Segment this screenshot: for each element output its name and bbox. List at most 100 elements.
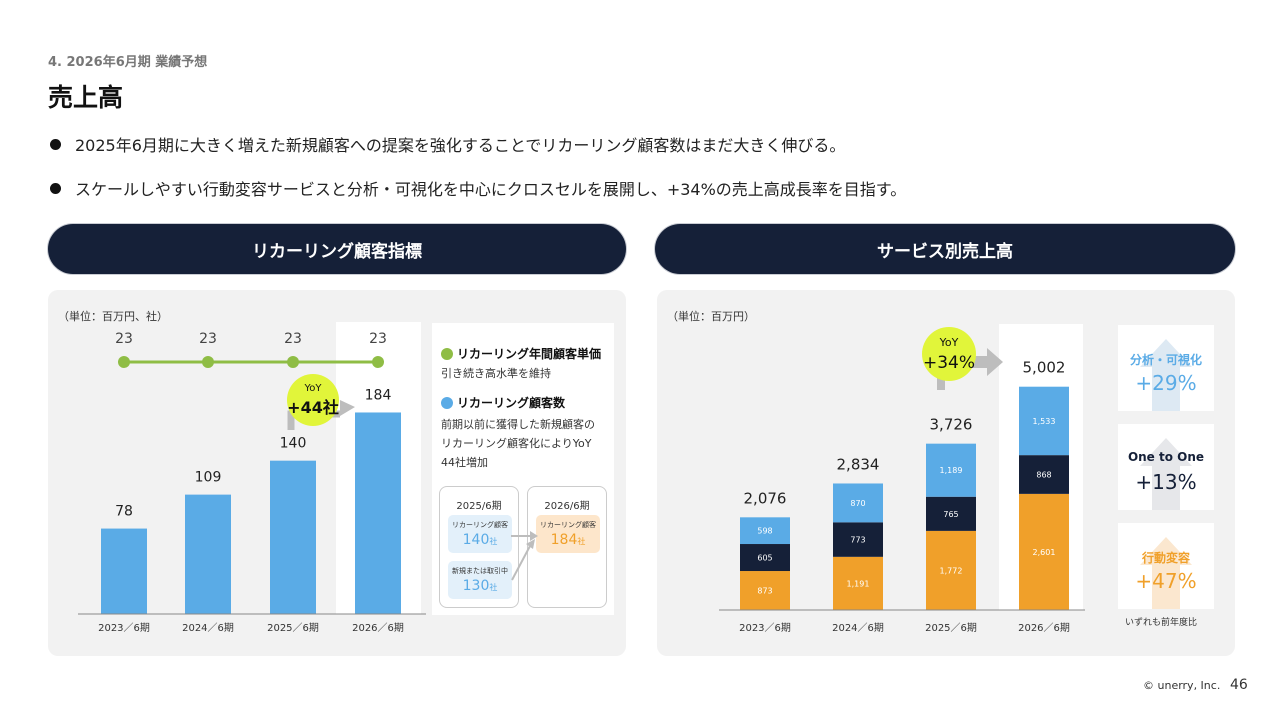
customer-count-bar [270, 460, 316, 614]
total-value-label: 5,002 [1023, 359, 1066, 377]
x-tick-label: 2024／6期 [832, 622, 884, 634]
legend-price-text: 引き続き高水準を維持 [441, 367, 551, 380]
section-label: 4. 2026年6月期 業績予想 [48, 55, 208, 70]
service-segment-bar [926, 530, 976, 610]
flow-recurring-label: リカーリング顧客 [540, 521, 596, 529]
copyright: © unerry, Inc. [1143, 679, 1221, 692]
legend-count-line: 前期以前に獲得した新規顧客の [441, 418, 595, 431]
unit-price-label: 23 [369, 331, 387, 347]
x-tick-label: 2024／6期 [182, 622, 234, 634]
up-arrow-icon [1140, 438, 1192, 510]
up-arrow-icon [1140, 339, 1192, 411]
left-section-title: リカーリング顧客指標 [48, 224, 626, 274]
service-segment-bar [740, 517, 790, 545]
growth-box-analysis: 分析・可視化 +29% [1118, 325, 1214, 411]
flow-new-value: 130 [462, 578, 490, 594]
growth-box-one-to-one: One to One +13% [1118, 424, 1214, 510]
segment-value-label: 870 [850, 499, 865, 508]
growth-value: +29% [1135, 371, 1197, 395]
total-value-label: 3,726 [930, 416, 973, 434]
legend-count-line: リカーリング顧客化によりYoY [441, 437, 592, 450]
service-segment-bar [833, 483, 883, 523]
flow-recurring-from: リカーリング顧客 140社 [448, 515, 512, 553]
total-value-label: 2,834 [837, 455, 880, 473]
page-number: 46 [1230, 677, 1248, 693]
unit-price-point [202, 356, 214, 368]
x-tick-label: 2026／6期 [1018, 622, 1070, 634]
yoy-arrow-icon [969, 348, 1003, 376]
yoy-badge-label: YoY [939, 336, 959, 349]
customer-count-bar [185, 494, 231, 614]
growth-value: +47% [1135, 569, 1197, 593]
left-chart: （単位：百万円、社） 78 109 140 184 23 23 23 23 2023／6期 2… [58, 309, 426, 634]
segment-value-label: 868 [1036, 471, 1051, 480]
flow-to-period: 2026/6期 [544, 501, 590, 512]
bullet-dot-icon [50, 182, 61, 194]
total-value-label: 2,076 [744, 489, 787, 507]
customer-count-bar [355, 412, 401, 614]
yoy-badge [922, 327, 976, 381]
growth-label: One to One [1127, 450, 1205, 464]
growth-box-behavior: 行動変容 +47% [1118, 523, 1214, 609]
unit-price-point [287, 356, 299, 368]
segment-value-label: 2,601 [1033, 548, 1056, 557]
yoy-badge-label: YoY [303, 383, 322, 394]
flow-card-to: 2026/6期 リカーリング顧客 184社 [527, 486, 607, 608]
flow-unit: 社 [489, 537, 498, 546]
legend-count-line: 44社増加 [441, 456, 488, 469]
segment-value-label: 1,191 [847, 579, 870, 588]
service-segment-bar [1019, 386, 1069, 456]
bullet-text: スケールしやすい行動変容サービスと分析・可視化を中心にクロスセルを展開し、+34… [75, 180, 907, 199]
green-dot-icon [441, 347, 453, 360]
bullet-item: スケールしやすい行動変容サービスと分析・可視化を中心にクロスセルを展開し、+34… [50, 174, 906, 202]
x-tick-label: 2026／6期 [352, 622, 404, 634]
growth-label: 行動変容 [1141, 551, 1190, 565]
flow-arrows-icon [511, 531, 538, 581]
customer-count-label: 184 [365, 387, 392, 403]
unit-price-label: 23 [115, 331, 133, 347]
bullet-text: 2025年6月期に大きく増えた新規顧客への提案を強化することでリカーリング顧客数… [75, 136, 846, 155]
service-segment-bar [833, 522, 883, 557]
unit-price-point [372, 356, 384, 368]
page-title: 売上高 [48, 83, 124, 112]
up-arrow-icon [1140, 537, 1192, 609]
x-tick-label: 2023／6期 [739, 622, 791, 634]
left-unit-label: （単位：百万円、社） [58, 309, 168, 323]
flow-recurring-to-value: 184 [550, 532, 578, 548]
unit-price-label: 23 [199, 331, 217, 347]
bullet-list: 2025年6月期に大きく増えた新規顧客への提案を強化することでリカーリング顧客数… [50, 130, 906, 218]
bullet-item: 2025年6月期に大きく増えた新規顧客への提案を強化することでリカーリング顧客数… [50, 130, 906, 158]
left-legend-box: リカーリング年間顧客単価 引き続き高水準を維持 リカーリング顧客数 前期以前に獲… [432, 323, 614, 615]
x-tick-label: 2023／6期 [98, 622, 150, 634]
unit-price-label: 23 [284, 331, 302, 347]
flow-card-from: 2025/6期 リカーリング顧客 140社 新規または取引中 130社 [439, 486, 519, 608]
legend-price: リカーリング年間顧客単価 [441, 345, 601, 362]
right-chart: （単位：百万円） 873 605 598 2,076 1,191 773 870 2,834 1… [667, 309, 1085, 634]
growth-value: +13% [1135, 470, 1197, 494]
customer-count-bar [101, 528, 147, 614]
flow-recurring-label: リカーリング顧客 [452, 521, 508, 529]
segment-value-label: 765 [943, 510, 958, 519]
bullet-dot-icon [50, 138, 61, 150]
unit-price-point [118, 356, 130, 368]
flow-unit: 社 [489, 583, 498, 592]
flow-new-label: 新規または取引中 [452, 567, 508, 575]
yoy-badge-value: +34% [923, 353, 975, 373]
right-unit-label: （単位：百万円） [667, 309, 755, 323]
segment-value-label: 873 [757, 587, 772, 596]
yoy-arrowhead-icon [340, 400, 355, 416]
segment-value-label: 1,189 [940, 466, 963, 475]
growth-label: 分析・可視化 [1129, 353, 1202, 367]
right-section-title: サービス別売上高 [655, 224, 1235, 274]
segment-value-label: 1,533 [1033, 417, 1056, 426]
x-tick-label: 2025／6期 [267, 622, 319, 634]
blue-dot-icon [441, 396, 453, 409]
service-segment-bar [740, 544, 790, 572]
legend-count: リカーリング顧客数 [441, 394, 595, 411]
segment-value-label: 598 [757, 527, 772, 536]
service-segment-bar [1019, 455, 1069, 494]
segment-value-label: 605 [757, 554, 772, 563]
legend-count-text: 前期以前に獲得した新規顧客の リカーリング顧客化によりYoY 44社増加 [441, 415, 595, 472]
flow-from-period: 2025/6期 [456, 501, 502, 512]
customer-count-label: 78 [115, 504, 133, 520]
